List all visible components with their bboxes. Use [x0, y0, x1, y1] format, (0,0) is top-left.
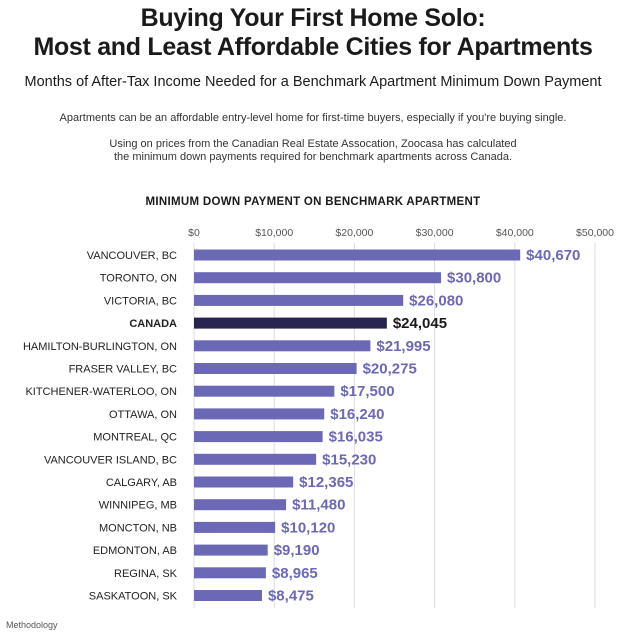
x-axis-ticks: $0 $10,000 $20,000 $30,000 $40,000 $50,000 [188, 227, 614, 239]
value-label: $9,190 [274, 542, 320, 559]
methodology-link[interactable]: Methodology [6, 620, 58, 630]
category-label: EDMONTON, AB [93, 545, 177, 557]
value-label: $8,475 [268, 588, 314, 605]
method-note-line-2: the minimum down payments required for b… [113, 151, 513, 163]
category-label: OTTAWA, ON [109, 409, 177, 421]
value-label: $15,230 [322, 451, 376, 468]
x-tick-label: $10,000 [255, 227, 293, 239]
bar [194, 499, 287, 511]
value-label: $11,480 [292, 497, 345, 514]
value-label: $17,500 [340, 383, 394, 400]
value-label: $40,670 [526, 247, 580, 264]
bar [194, 340, 371, 352]
bar [194, 476, 294, 488]
x-tick-label: $0 [188, 227, 200, 239]
category-label: MONTREAL, QC [93, 432, 177, 444]
category-label: CALGARY, AB [106, 477, 177, 489]
bar [194, 317, 387, 329]
bar [194, 521, 276, 533]
bar [194, 272, 442, 284]
category-label: VICTORIA, BC [104, 295, 177, 307]
x-tick-label: $50,000 [576, 227, 614, 239]
category-label: HAMILTON-BURLINGTON, ON [23, 341, 177, 353]
chart-title: MINIMUM DOWN PAYMENT ON BENCHMARK APARTM… [145, 196, 481, 208]
category-label: VANCOUVER, BC [87, 250, 177, 262]
category-label: TORONTO, ON [100, 273, 177, 285]
bar [194, 590, 262, 601]
value-label: $8,965 [272, 565, 318, 582]
bar [194, 385, 335, 397]
value-label: $12,365 [299, 474, 353, 491]
category-label: WINNIPEG, MB [99, 500, 177, 512]
bar [194, 567, 266, 579]
bar [194, 408, 325, 420]
bars [194, 249, 521, 601]
value-label: $21,995 [376, 338, 430, 355]
page-title-line-1: Buying Your First Home Solo: [140, 4, 486, 32]
page-subtitle: Months of After-Tax Income Needed for a … [24, 74, 602, 90]
category-label: FRASER VALLEY, BC [69, 364, 177, 376]
x-tick-label: $20,000 [335, 227, 373, 239]
x-tick-label: $40,000 [496, 227, 534, 239]
category-label: SASKATOON, SK [89, 591, 178, 603]
bar [194, 363, 357, 374]
value-label: $30,800 [447, 270, 501, 287]
category-label: VANCOUVER ISLAND, BC [44, 454, 177, 466]
bar [194, 453, 317, 465]
value-label: $26,080 [409, 292, 463, 309]
value-labels: $40,670 $30,800 $26,080 $24,045 $21,995 $20,2… [268, 247, 580, 605]
page-title-line-2: Most and Least Affordable Cities for Apa… [33, 33, 593, 61]
bar [194, 544, 268, 556]
category-labels: VANCOUVER, BC TORONTO, ON VICTORIA, BC CANA… [23, 250, 178, 603]
value-label: $24,045 [393, 315, 447, 332]
category-label: KITCHENER-WATERLOO, ON [25, 386, 177, 398]
bar [194, 294, 404, 306]
bar [194, 249, 521, 261]
category-label: REGINA, SK [114, 568, 178, 580]
method-note-line-1: Using on prices from the Canadian Real E… [109, 138, 517, 150]
intro-note: Apartments can be an affordable entry-le… [59, 112, 567, 124]
value-label: $10,120 [281, 519, 335, 536]
bar [194, 431, 323, 443]
x-tick-label: $30,000 [416, 227, 454, 239]
value-label: $16,240 [330, 406, 384, 423]
value-label: $16,035 [329, 429, 383, 446]
category-label: MONCTON, NB [99, 522, 177, 534]
category-label: CANADA [129, 318, 177, 330]
value-label: $20,275 [363, 361, 417, 378]
